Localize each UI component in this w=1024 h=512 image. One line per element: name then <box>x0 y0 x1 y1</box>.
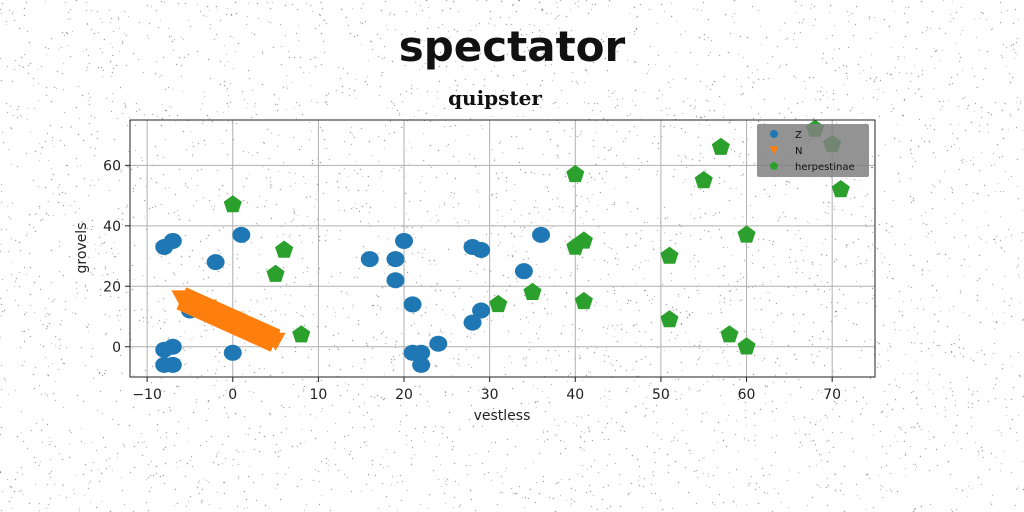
z-point <box>472 302 491 319</box>
z-point <box>163 338 182 355</box>
z-point <box>514 263 533 280</box>
x-tick-label: 10 <box>309 387 327 403</box>
herpestinae-point <box>266 264 285 282</box>
herpestinae-point <box>831 180 850 198</box>
herpestinae-point <box>523 282 542 300</box>
plot-frame <box>129 119 876 378</box>
legend-marker-n <box>769 146 779 155</box>
z-point <box>403 344 422 361</box>
legend-box <box>757 124 869 177</box>
z-point <box>232 226 251 243</box>
herpestinae-point <box>720 325 739 343</box>
z-point <box>206 254 225 271</box>
herpestinae-point <box>694 171 713 189</box>
legend-marker-herpestinae <box>769 161 779 170</box>
x-tick-label: 40 <box>566 387 584 403</box>
herpestinae-point <box>489 294 508 313</box>
n-point <box>197 299 218 318</box>
x-tick-label: 60 <box>738 387 756 403</box>
herpestinae-point <box>660 310 679 328</box>
herpestinae-point <box>292 325 311 343</box>
y-tick-label: 60 <box>103 158 121 174</box>
herpestinae-point <box>275 240 294 258</box>
y-tick-label: 20 <box>103 279 121 295</box>
z-point <box>163 356 182 373</box>
z-point <box>412 356 431 373</box>
z-point <box>472 242 491 259</box>
z-point <box>223 344 242 361</box>
z-point <box>395 232 414 249</box>
chart-suptitle: spectator <box>398 22 626 71</box>
herpestinae-point <box>737 337 756 355</box>
y-axis-label: grovels <box>74 223 90 274</box>
legend-marker-z <box>770 130 778 138</box>
herpestinae-point <box>574 231 593 249</box>
x-tick-label: 0 <box>228 387 237 403</box>
herpestinae-point <box>566 164 585 183</box>
z-point <box>360 251 379 268</box>
herpestinae-point <box>660 246 679 264</box>
y-tick-label: 0 <box>112 340 121 356</box>
x-tick-label: 70 <box>823 387 841 403</box>
z-point <box>429 335 448 352</box>
legend-label: N <box>795 146 802 157</box>
data-marks <box>155 119 850 373</box>
x-tick-label: 30 <box>481 387 499 403</box>
y-tick-label: 40 <box>103 219 121 235</box>
legend-label: Z <box>795 130 802 141</box>
n-point <box>222 311 243 330</box>
z-point <box>532 226 551 243</box>
x-axis-label: vestless <box>474 408 531 424</box>
z-point <box>163 232 182 249</box>
x-tick-label: 20 <box>395 387 413 403</box>
x-tick-label: −10 <box>132 387 162 403</box>
z-point <box>403 296 422 313</box>
chart-subtitle: quipster <box>448 86 542 110</box>
legend-label: herpestinae <box>795 162 855 173</box>
axis-ticks: −10 0 10 20 30 40 50 60 70 0 20 40 60 <box>103 158 841 403</box>
n-point <box>248 323 269 342</box>
n-point <box>171 290 192 309</box>
herpestinae-point <box>574 291 593 310</box>
z-point <box>386 272 405 289</box>
herpestinae-point <box>711 137 730 155</box>
n-point <box>265 332 286 351</box>
herpestinae-point <box>737 225 756 243</box>
z-point <box>386 251 405 268</box>
z-point <box>463 314 482 331</box>
x-tick-label: 50 <box>652 387 670 403</box>
herpestinae-point <box>223 195 242 213</box>
